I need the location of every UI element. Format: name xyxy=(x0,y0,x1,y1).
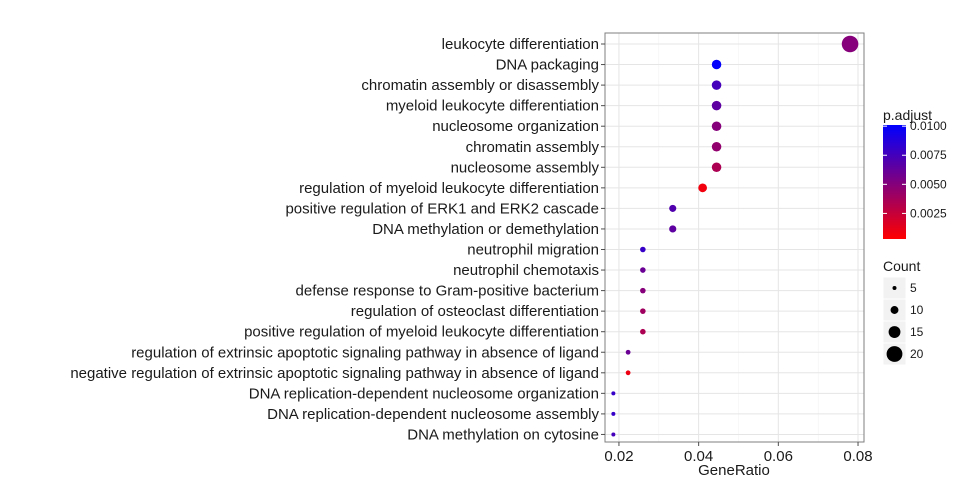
x-tick-label: 0.06 xyxy=(764,448,793,465)
y-tick-label: DNA methylation or demethylation xyxy=(372,221,599,238)
plot-background xyxy=(604,32,865,443)
color-legend-label: 0.0025 xyxy=(910,206,947,220)
grid-lines xyxy=(605,33,864,442)
data-point xyxy=(640,287,646,294)
y-tick-label: chromatin assembly or disassembly xyxy=(361,77,599,94)
data-point xyxy=(711,80,722,90)
x-axis-title: GeneRatio xyxy=(698,462,770,479)
y-tick-label: negative regulation of extrinsic apoptot… xyxy=(70,365,599,382)
size-legend-dot xyxy=(890,306,899,314)
data-point xyxy=(640,267,646,273)
y-tick-label: neutrophil chemotaxis xyxy=(453,262,599,279)
y-tick-label: nucleosome organization xyxy=(432,118,599,135)
y-tick-label: defense response to Gram-positive bacter… xyxy=(296,283,599,300)
size-legend-label: 5 xyxy=(910,281,917,295)
data-point xyxy=(669,204,677,212)
size-legend-dot xyxy=(888,326,901,338)
y-tick-label: positive regulation of myeloid leukocyte… xyxy=(244,324,599,341)
data-point xyxy=(711,59,722,70)
data-point xyxy=(711,121,722,131)
y-tick-label: DNA replication-dependent nucleosome org… xyxy=(249,385,599,402)
size-legend-label: 20 xyxy=(910,347,924,361)
data-point xyxy=(711,162,722,173)
x-tick-label: 0.02 xyxy=(604,448,633,465)
plot-border xyxy=(604,32,865,443)
size-legend-dot xyxy=(892,286,897,290)
data-point xyxy=(841,35,859,53)
data-point xyxy=(625,370,631,376)
y-tick-label: leukocyte differentiation xyxy=(442,36,599,53)
data-point xyxy=(611,391,616,396)
color-legend-gradient-bar xyxy=(883,125,906,239)
color-legend-title: p.adjust xyxy=(883,107,932,123)
data-point xyxy=(611,432,616,437)
data-point xyxy=(640,246,646,253)
size-legend: Count 5 10 15 20 xyxy=(882,258,924,366)
data-point xyxy=(640,308,646,314)
color-legend-label: 0.0050 xyxy=(910,177,947,191)
color-legend: p.adjust 0.0100 0.0075 0.0050 0.0025 xyxy=(883,107,947,239)
y-tick-label: DNA packaging xyxy=(496,57,599,74)
color-legend-label: 0.0100 xyxy=(910,119,947,133)
data-point xyxy=(711,141,722,152)
data-point xyxy=(698,183,707,193)
y-tick-label: DNA methylation on cytosine xyxy=(407,426,599,443)
y-tick-label: nucleosome assembly xyxy=(451,159,600,176)
x-axis: 0.02 0.04 0.06 0.08 xyxy=(604,442,873,465)
size-legend-label: 10 xyxy=(910,303,924,317)
y-tick-label: DNA replication-dependent nucleosome ass… xyxy=(267,406,599,423)
color-legend-ticks: 0.0100 0.0075 0.0050 0.0025 xyxy=(883,119,947,220)
y-tick-label: positive regulation of ERK1 and ERK2 cas… xyxy=(285,200,599,217)
y-tick-label: regulation of osteoclast differentiation xyxy=(351,303,599,320)
data-points xyxy=(611,35,859,437)
y-axis: leukocyte differentiation DNA packaging ch… xyxy=(70,36,605,443)
x-tick-label: 0.04 xyxy=(684,448,713,465)
data-point xyxy=(625,349,631,355)
data-point xyxy=(711,100,722,111)
y-tick-label: neutrophil migration xyxy=(467,242,599,259)
size-legend-dot xyxy=(886,346,903,362)
data-point xyxy=(611,411,616,416)
size-legend-title: Count xyxy=(883,258,920,274)
y-tick-label: regulation of myeloid leukocyte differen… xyxy=(299,180,599,197)
data-point xyxy=(669,225,677,233)
data-point xyxy=(640,328,646,335)
color-legend-label: 0.0075 xyxy=(910,148,947,162)
y-tick-label: regulation of extrinsic apoptotic signal… xyxy=(131,344,599,361)
x-tick-label: 0.08 xyxy=(843,448,872,465)
size-legend-label: 15 xyxy=(910,325,924,339)
y-tick-label: chromatin assembly xyxy=(466,139,600,156)
y-tick-label: myeloid leukocyte differentiation xyxy=(386,98,599,115)
plot-panel xyxy=(604,32,865,443)
size-legend-items: 5 10 15 20 xyxy=(882,276,924,366)
